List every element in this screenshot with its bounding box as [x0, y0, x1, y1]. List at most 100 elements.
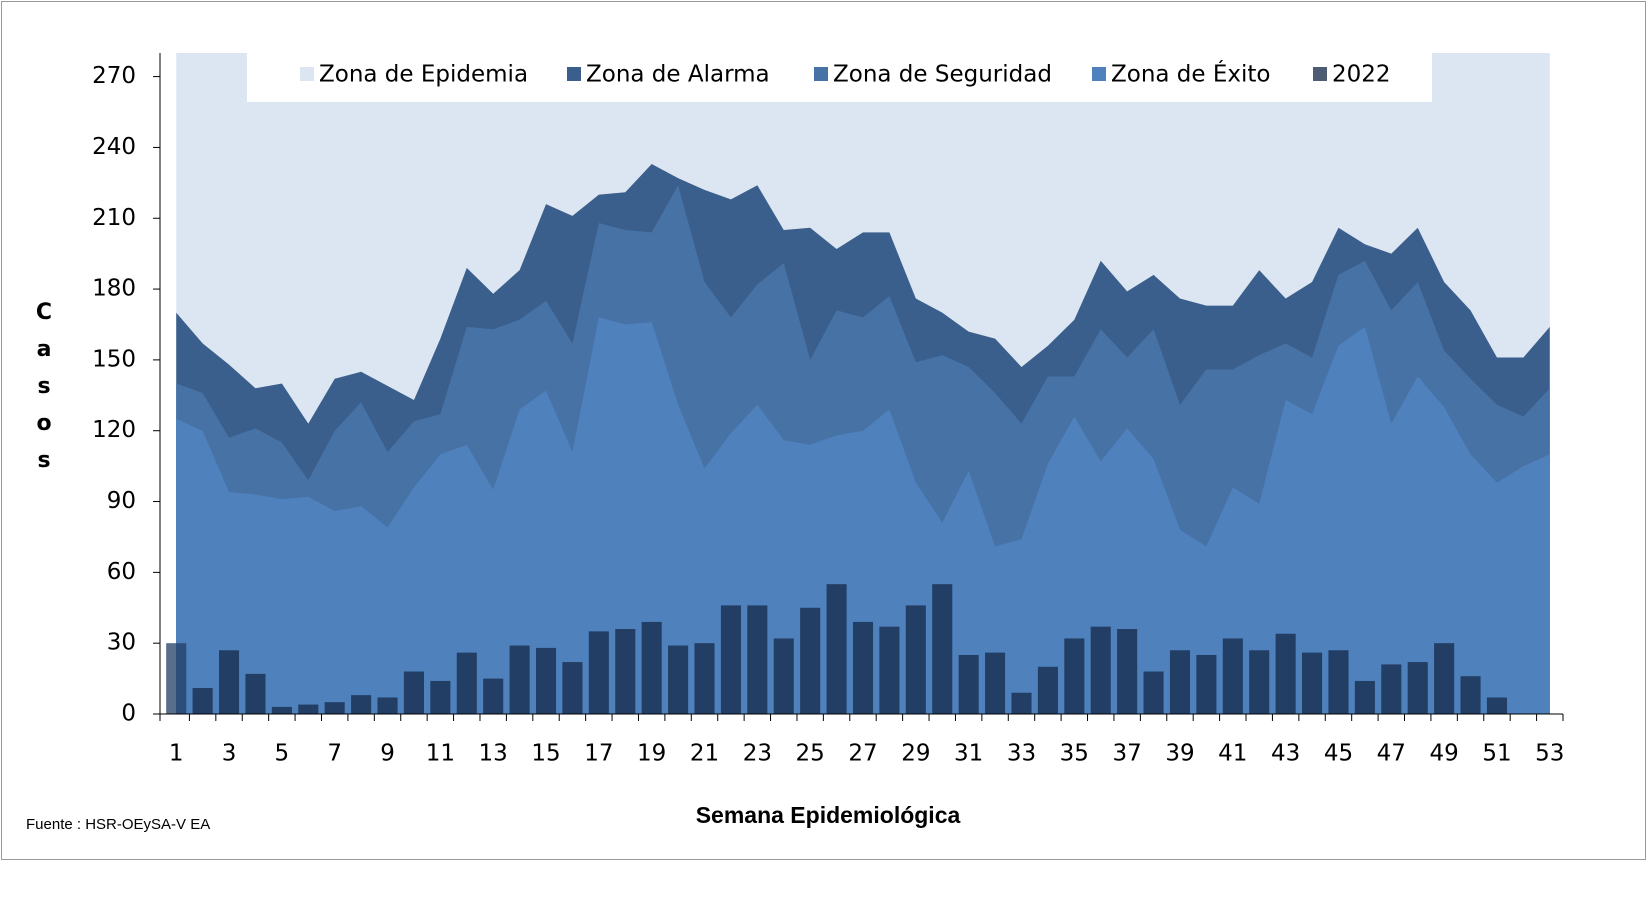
epidemic-zone — [176, 53, 1550, 424]
bar — [298, 704, 319, 714]
bar — [1381, 664, 1402, 714]
x-axis-title: Semana Epidemiológica — [696, 802, 961, 828]
x-tick-label: 23 — [743, 741, 772, 767]
bar — [219, 650, 240, 714]
y-tick-label: 240 — [92, 134, 136, 160]
y-tick-label: 90 — [107, 488, 136, 514]
legend-box — [247, 53, 1432, 102]
bar — [773, 638, 794, 714]
bar — [615, 629, 636, 714]
bar — [562, 662, 583, 714]
bar — [1090, 626, 1111, 714]
x-tick-label: 41 — [1218, 741, 1247, 767]
bar — [1460, 676, 1481, 714]
bar — [879, 626, 900, 714]
bar — [1249, 650, 1270, 714]
x-tick-label: 35 — [1060, 741, 1089, 767]
legend-label: Zona de Epidemia — [319, 62, 528, 88]
x-tick-label: 25 — [796, 741, 825, 767]
bar — [985, 652, 1006, 714]
legend-swatch — [567, 67, 581, 81]
bar — [694, 643, 715, 714]
bar — [509, 645, 530, 714]
bar — [800, 607, 821, 714]
y-tick-label: 180 — [92, 276, 136, 302]
y-tick-label: 30 — [107, 630, 136, 656]
legend-swatch — [300, 67, 314, 81]
bar — [747, 605, 768, 714]
x-tick-label: 9 — [380, 741, 395, 767]
legend-swatch — [814, 67, 828, 81]
bar — [1037, 666, 1058, 714]
bar — [1064, 638, 1085, 714]
x-tick-label: 17 — [584, 741, 613, 767]
bar — [1354, 680, 1375, 714]
x-tick-label: 29 — [901, 741, 930, 767]
bar — [430, 680, 451, 714]
legend-swatch — [1313, 67, 1327, 81]
bar — [377, 697, 398, 714]
legend-label: Zona de Seguridad — [833, 62, 1052, 88]
x-tick-label: 37 — [1113, 741, 1142, 767]
x-tick-label: 27 — [848, 741, 877, 767]
bar — [483, 678, 504, 714]
bar — [1328, 650, 1349, 714]
x-tick-label: 3 — [222, 741, 237, 767]
bar — [1275, 633, 1296, 714]
y-tick-label: 120 — [92, 417, 136, 443]
y-tick-label: 0 — [121, 701, 136, 727]
zone-area — [176, 317, 1550, 714]
y-axis-title: Casos — [32, 300, 57, 485]
plot-area — [166, 53, 1550, 715]
bar — [456, 652, 477, 714]
legend-swatch — [1092, 67, 1106, 81]
x-tick-label: 45 — [1324, 741, 1353, 767]
bar — [192, 688, 213, 714]
bar — [166, 643, 187, 714]
x-tick-label: 49 — [1429, 741, 1458, 767]
bar — [641, 621, 662, 714]
x-tick-label: 53 — [1535, 741, 1564, 767]
y-tick-label: 210 — [92, 205, 136, 231]
x-tick-label: 51 — [1482, 741, 1511, 767]
bar — [1169, 650, 1191, 714]
legend-label: Zona de Éxito — [1111, 60, 1271, 88]
x-tick-label: 47 — [1377, 741, 1406, 767]
bar — [1302, 652, 1323, 714]
source-note: Fuente : HSR-OEySA-V EA — [26, 816, 210, 833]
bar — [271, 706, 292, 714]
bar — [932, 584, 953, 714]
bar — [1117, 629, 1138, 714]
y-tick-label: 270 — [92, 63, 136, 89]
x-tick-label: 13 — [479, 741, 508, 767]
x-tick-label: 11 — [426, 741, 455, 767]
bar — [668, 645, 689, 714]
bar — [720, 605, 741, 714]
x-tick-label: 31 — [954, 741, 983, 767]
bar — [1407, 662, 1428, 714]
x-tick-label: 39 — [1165, 741, 1194, 767]
bar — [1222, 638, 1243, 714]
bar — [588, 631, 609, 714]
bar — [1196, 654, 1217, 714]
x-tick-label: 33 — [1007, 741, 1036, 767]
bar — [351, 695, 372, 714]
bar — [852, 621, 874, 714]
bar — [905, 605, 926, 714]
y-tick-label: 150 — [92, 346, 136, 372]
legend-label: Zona de Alarma — [586, 62, 770, 88]
bar — [403, 671, 424, 714]
x-tick-label: 7 — [327, 741, 342, 767]
x-tick-label: 43 — [1271, 741, 1300, 767]
x-tick-label: 15 — [531, 741, 560, 767]
bar — [1143, 671, 1164, 714]
bar — [1011, 692, 1032, 714]
x-tick-label: 5 — [275, 741, 290, 767]
bar — [535, 647, 557, 714]
x-tick-label: 19 — [637, 741, 666, 767]
bar — [324, 702, 345, 714]
bar — [1434, 643, 1455, 714]
bar — [245, 673, 266, 714]
legend-label: 2022 — [1332, 62, 1391, 88]
